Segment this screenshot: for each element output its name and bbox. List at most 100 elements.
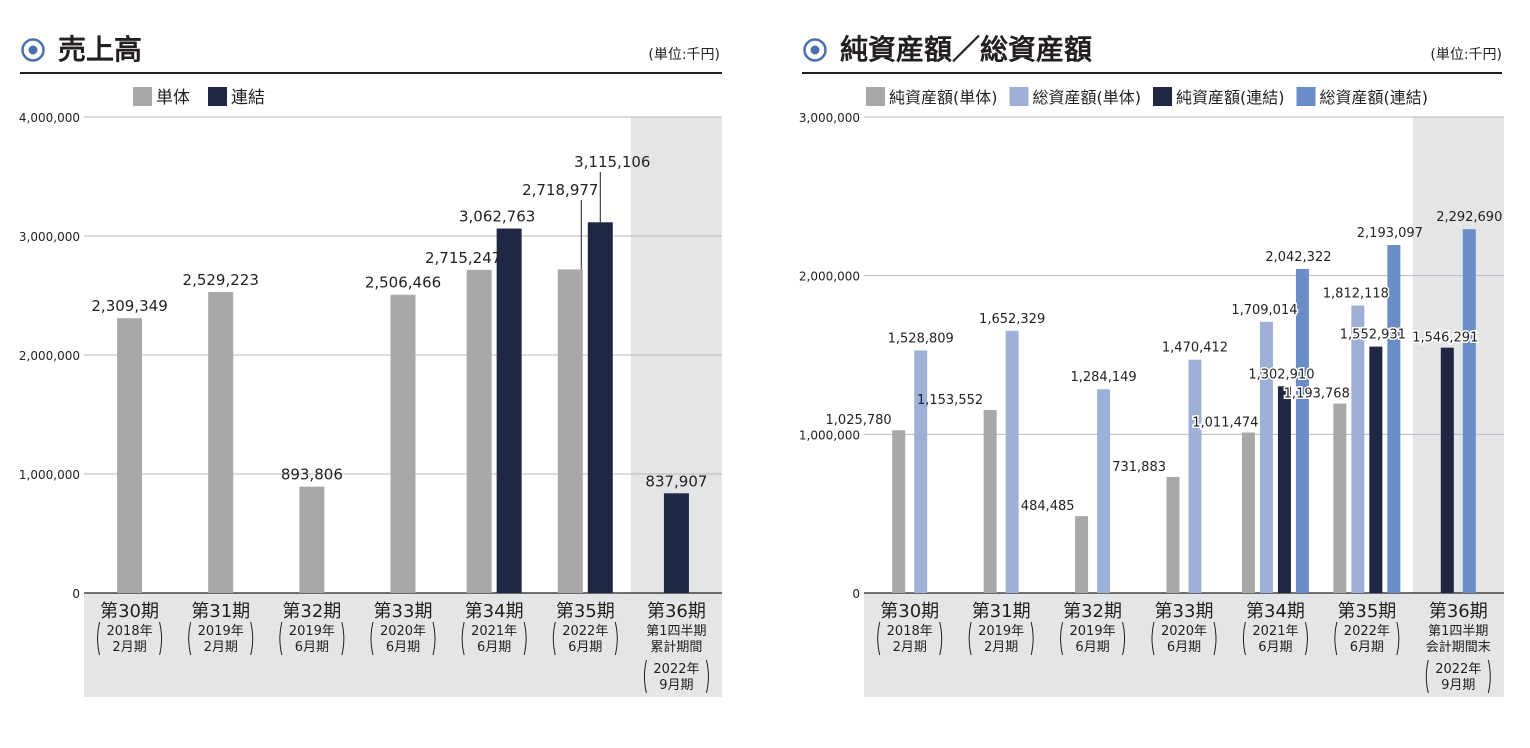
assets-chart-header: 純資産額／総資産額 (単位:千円) [802,30,1502,70]
y-tick-label: 2,000,000 [19,349,80,363]
category-period: 第30期 [880,601,939,622]
category-date: 2月期 [204,640,238,655]
legend-label: 単体 [156,88,190,108]
value-label: 2,309,349 [91,297,167,315]
value-label: 2,193,097 [1357,226,1423,241]
bar [117,318,143,593]
category-period: 第34期 [465,601,524,622]
bar [892,430,906,593]
category-date: 2018年 [107,624,153,639]
category-paren-left [188,621,192,656]
y-tick-label: 4,000,000 [19,111,80,125]
category-paren-left [461,621,465,656]
category-paren-right [1304,621,1308,656]
value-label: 2,506,466 [365,274,441,292]
y-tick-label: 2,000,000 [799,270,860,284]
category-subline: 会計期間末 [1426,639,1491,655]
value-label: 1,552,931 [1340,328,1406,343]
category-period: 第32期 [282,601,341,622]
value-label-halo: 1,546,291 [1412,331,1478,346]
y-tick-label: 0 [72,587,80,601]
assets-chart-unit: (単位:千円) [1430,47,1502,63]
category-paren-left [370,621,374,656]
value-label: 2,042,322 [1265,250,1331,265]
category-paren-left [1334,621,1338,656]
sales-header-rule [20,72,722,74]
sales-chart-unit: (単位:千円) [648,47,720,63]
bar [1188,359,1202,593]
category-paren-left [643,659,647,694]
sales-chart-title: 売上高 [58,33,143,66]
category-paren-right [1213,621,1217,656]
value-label: 837,907 [645,472,707,490]
bar [1351,305,1365,593]
category-paren-right [1030,621,1034,656]
category-date: 2月期 [984,640,1018,655]
category-paren-right [1487,659,1491,694]
value-label-halo: 1,302,910 [1248,367,1314,382]
value-label: 1,812,118 [1323,286,1389,301]
sales-chart-header: 売上高 (単位:千円) [20,30,720,70]
value-label: 1,528,809 [888,331,954,346]
category-date: 2021年 [471,624,517,639]
assets-chart-title: 純資産額／総資産額 [840,33,1093,66]
category-date: 6月期 [1167,640,1201,655]
legend-swatch [866,87,885,106]
category-period: 第35期 [1337,601,1396,622]
value-label: 2,529,223 [183,271,259,289]
category-period: 第33期 [374,601,433,622]
bar [208,292,234,593]
bar [1333,403,1347,593]
bar [983,409,997,593]
y-tick-label: 1,000,000 [799,428,860,442]
category-date: 2019年 [978,624,1024,639]
legend-label: 総資産額(単体) [1033,88,1142,107]
bar [1075,516,1089,593]
bar [557,269,583,593]
bar [1369,346,1383,593]
category-paren-right [341,621,345,656]
category-period: 第31期 [191,601,250,622]
legend-label: 純資産額(連結) [1176,88,1285,107]
category-subline: 累計期間 [650,639,702,655]
bar [1295,268,1309,593]
value-label: 3,062,763 [459,208,535,226]
category-date: 2022年 [653,662,699,677]
bar [1241,432,1255,593]
category-date: 6月期 [568,640,602,655]
category-paren-right [159,621,163,656]
target-icon [803,38,827,62]
y-tick-label: 0 [852,587,860,601]
legend-swatch [133,87,152,106]
category-date: 6月期 [1258,640,1292,655]
sales-chart-panel: 売上高 (単位:千円) 0 1,000,000 2,000,000 3,000,000… [0,0,740,748]
category-date: 2月期 [112,640,146,655]
assets-bar-chart: 0 1,000,000 2,000,000 3,000,000 純資産額(単体) 総資産額… [799,87,1504,697]
legend-label: 純資産額(単体) [889,88,998,107]
category-paren-left [1060,621,1064,656]
category-date: 2020年 [380,624,426,639]
category-band [864,593,1504,697]
category-date: 2018年 [887,624,933,639]
value-label: 1,546,291 [1412,331,1478,346]
category-date: 2019年 [289,624,335,639]
value-label: 484,485 [1021,499,1075,514]
category-paren-right [432,621,436,656]
legend-swatch [1296,87,1316,106]
bar [1005,330,1019,593]
category-date: 2022年 [1344,624,1390,639]
target-icon [21,38,45,62]
value-label: 1,011,474 [1192,416,1258,431]
category-paren-right [523,621,527,656]
category-period: 第30期 [100,601,159,622]
bar [663,493,689,593]
category-date: 6月期 [477,640,511,655]
assets-header-rule [802,72,1502,74]
category-paren-left [1242,621,1246,656]
value-label: 1,470,412 [1162,341,1228,356]
category-paren-left [968,621,972,656]
value-label: 893,806 [281,466,343,484]
value-label: 1,302,910 [1248,367,1314,382]
assets-chart-panel: 純資産額／総資産額 (単位:千円) 0 1,000,000 2,000,000 3,0… [790,0,1530,748]
category-period: 第36期 [647,601,706,622]
